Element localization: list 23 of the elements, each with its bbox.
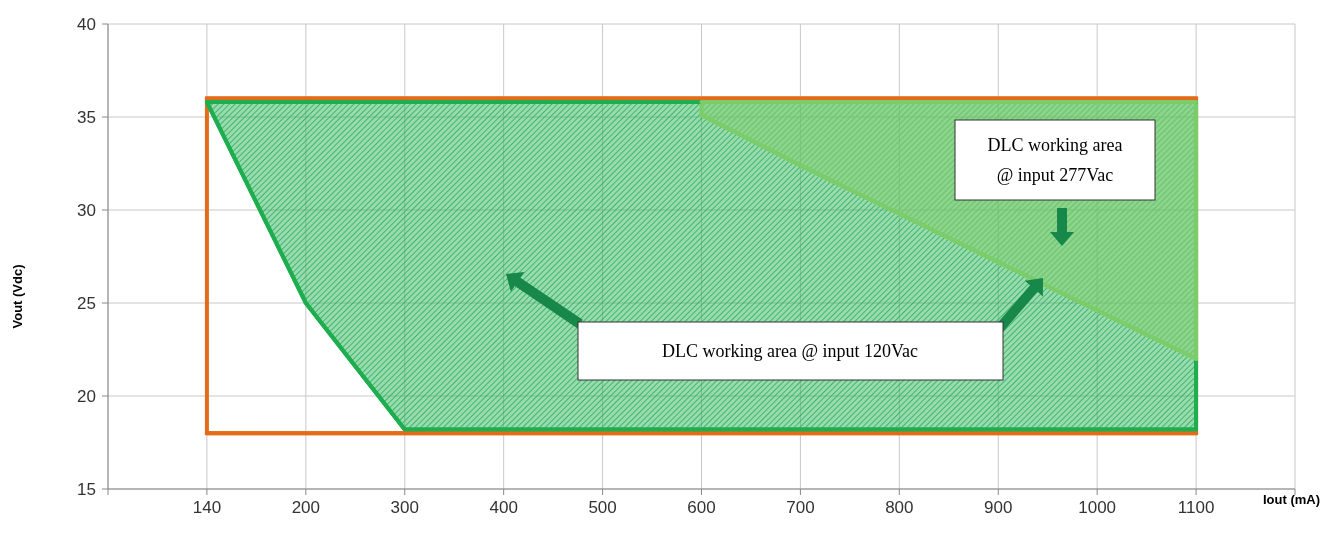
x-tick-label: 700 [786,498,815,517]
y-tick-label: 30 [77,200,96,220]
y-tick-label: 40 [77,14,96,34]
x-tick-label: 200 [291,498,321,517]
x-tick-label: 900 [984,498,1013,517]
annotation: DLC working area @ input 120Vac [661,341,919,361]
y-axis-title: Vout (Vdc) [10,264,25,329]
x-tick-label: 1000 [1078,498,1117,517]
annotation: DLC working area @ input 277Vac [987,135,1123,185]
x-tick-label: 400 [489,498,518,517]
x-axis-title: Iout (mA) [1262,492,1320,507]
text-box: DLC working area @ input 120Vac [577,321,1004,381]
y-tick-label: 25 [77,293,96,313]
x-tick-label: 500 [588,498,617,517]
text-box: DLC working area @ input 277Vac [954,119,1156,201]
x-tick-label: 300 [390,498,419,517]
y-tick-label: 15 [77,479,96,499]
x-tick-label: 1100 [1177,498,1215,517]
x-tick-label: 140 [192,498,222,517]
y-tick-label: 20 [77,386,96,406]
y-tick-label: 35 [77,107,96,127]
x-tick-label: 600 [687,498,716,517]
x-tick-label: 800 [885,498,914,517]
